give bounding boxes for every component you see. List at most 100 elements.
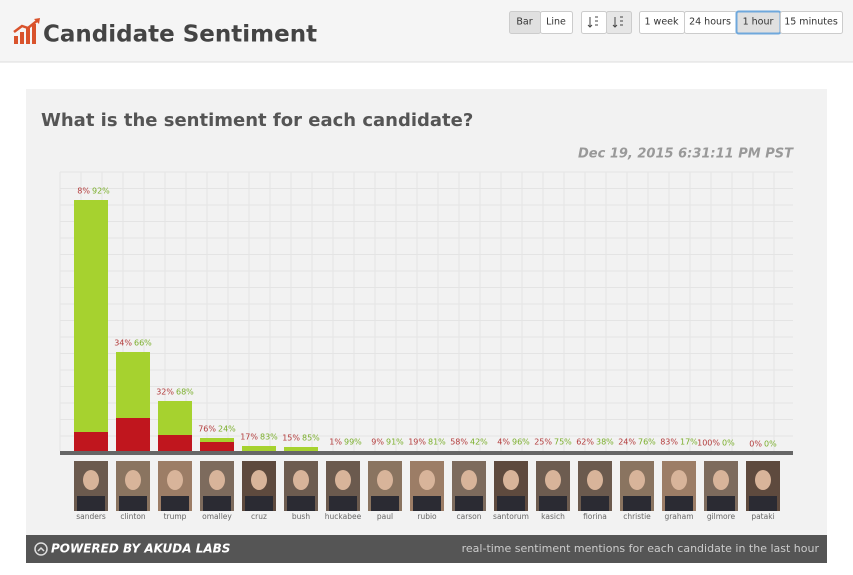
bar-segment	[74, 432, 108, 453]
bar-segment	[116, 418, 150, 453]
photo-face	[167, 470, 183, 490]
photo-suit	[203, 496, 231, 511]
x-tick-label: cruz	[251, 512, 267, 521]
button-label[interactable]: 24 hours	[689, 17, 731, 28]
value-label: 19%	[408, 438, 426, 447]
value-label: 32%	[156, 388, 174, 397]
button-label[interactable]: 1 hour	[743, 17, 774, 28]
value-label: 83%	[660, 438, 678, 447]
photo-face	[461, 470, 477, 490]
photo-suit	[77, 496, 105, 511]
photo-suit	[665, 496, 693, 511]
photo-suit	[581, 496, 609, 511]
value-label: 83%	[260, 433, 278, 442]
photo-suit	[707, 496, 735, 511]
x-tick-label: clinton	[120, 512, 146, 521]
value-label: 25%	[534, 438, 552, 447]
chart-title: What is the sentiment for each candidate…	[41, 110, 473, 131]
value-label: 38%	[596, 438, 614, 447]
sort-buttons[interactable]	[582, 12, 632, 34]
baseline	[60, 451, 793, 455]
photo-face	[587, 470, 603, 490]
button-label[interactable]: Bar	[516, 17, 532, 28]
app-title: Candidate Sentiment	[43, 22, 317, 48]
x-tick-label: omalley	[202, 512, 232, 521]
photo-suit	[497, 496, 525, 511]
value-label: 76%	[198, 425, 216, 434]
value-label: 24%	[618, 438, 636, 447]
value-label: 34%	[114, 339, 132, 348]
photo-suit	[371, 496, 399, 511]
photo-face	[629, 470, 645, 490]
photo-face	[755, 470, 771, 490]
x-tick-label: christie	[623, 512, 651, 521]
value-label: 24%	[218, 425, 236, 434]
button-label[interactable]: Line	[546, 17, 566, 28]
button-label[interactable]: 15 minutes	[784, 17, 838, 28]
bar-segment	[158, 401, 192, 435]
photo-suit	[623, 496, 651, 511]
photo-suit	[539, 496, 567, 511]
photo-suit	[413, 496, 441, 511]
value-label: 81%	[428, 438, 446, 447]
x-tick-label: carson	[456, 512, 481, 521]
value-label: 9%	[371, 438, 384, 447]
photo-suit	[455, 496, 483, 511]
value-label: 92%	[92, 187, 110, 196]
photo-face	[335, 470, 351, 490]
photo-face	[419, 470, 435, 490]
value-label: 76%	[638, 438, 656, 447]
value-label: 68%	[176, 388, 194, 397]
x-tick-label: santorum	[493, 512, 529, 521]
bar-segment	[200, 438, 234, 442]
value-label: 0%	[749, 440, 762, 449]
photo-face	[209, 470, 225, 490]
value-label: 66%	[134, 339, 152, 348]
x-tick-label: kasich	[541, 512, 565, 521]
photo-face	[377, 470, 393, 490]
x-tick-label: sanders	[76, 512, 106, 521]
photo-suit	[245, 496, 273, 511]
value-label: 75%	[554, 438, 572, 447]
photo-face	[713, 470, 729, 490]
footer-note: real-time sentiment mentions for each ca…	[462, 542, 820, 555]
x-tick-label: graham	[664, 512, 693, 521]
footer-brand[interactable]: POWERED BY AKUDA LABS	[51, 542, 230, 556]
photo-face	[251, 470, 267, 490]
timestamp: Dec 19, 2015 6:31:11 PM PST	[578, 147, 794, 162]
value-label: 4%	[497, 438, 510, 447]
x-tick-label: bush	[292, 512, 310, 521]
value-label: 99%	[344, 438, 362, 447]
x-tick-label: pataki	[751, 512, 774, 521]
value-label: 42%	[470, 438, 488, 447]
value-label: 85%	[302, 434, 320, 443]
value-label: 100%	[697, 439, 720, 448]
value-label: 0%	[764, 440, 777, 449]
value-label: 96%	[512, 438, 530, 447]
value-label: 15%	[282, 434, 300, 443]
photo-face	[125, 470, 141, 490]
x-tick-label: rubio	[417, 512, 437, 521]
value-label: 62%	[576, 438, 594, 447]
value-label: 0%	[722, 439, 735, 448]
x-tick-label: fiorina	[583, 512, 607, 521]
button-label[interactable]: 1 week	[644, 17, 679, 28]
value-label: 1%	[329, 438, 342, 447]
x-tick-label: gilmore	[707, 512, 736, 521]
value-label: 8%	[77, 187, 90, 196]
photo-suit	[161, 496, 189, 511]
photo-face	[83, 470, 99, 490]
x-tick-label: paul	[377, 512, 393, 521]
value-label: 91%	[386, 438, 404, 447]
bar-segment	[158, 435, 192, 453]
photo-face	[293, 470, 309, 490]
value-label: 58%	[450, 438, 468, 447]
photo-suit	[749, 496, 777, 511]
value-label: 17%	[240, 433, 258, 442]
x-tick-label: huckabee	[325, 512, 362, 521]
photo-face	[503, 470, 519, 490]
photo-face	[545, 470, 561, 490]
bar-segment	[74, 200, 108, 432]
photo-suit	[287, 496, 315, 511]
